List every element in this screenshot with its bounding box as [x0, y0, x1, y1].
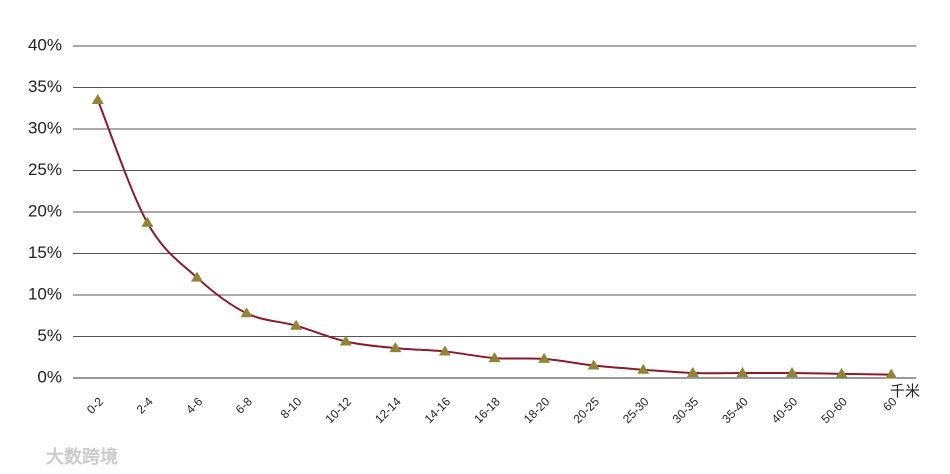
x-tick-label: 35-40: [719, 394, 751, 426]
x-tick-label: 50-60: [818, 394, 850, 426]
y-tick-label: 10%: [28, 284, 62, 303]
line: [96, 99, 892, 376]
x-unit: 千米: [890, 383, 920, 400]
x-tick-label: 10-12: [322, 394, 354, 426]
y-tick-label: 20%: [28, 201, 62, 220]
x-tick-label: 25-30: [620, 394, 652, 426]
marker: [91, 93, 104, 104]
y-tick-label: 40%: [28, 35, 62, 54]
marker: [637, 363, 650, 374]
y-tick-label: 15%: [28, 243, 62, 262]
marker: [538, 352, 551, 363]
x-tick-label: 12-14: [372, 394, 404, 426]
marker: [141, 216, 154, 227]
y-tick-label: 0%: [37, 367, 62, 386]
y-tick-label: 35%: [28, 77, 62, 96]
x-tick-label: 0-2: [84, 394, 106, 416]
x-tick-label: 2-4: [134, 394, 156, 416]
marker: [339, 335, 352, 346]
marker: [686, 367, 699, 378]
marker: [290, 319, 303, 330]
marker: [835, 367, 848, 378]
x-tick-label: 20-25: [570, 394, 602, 426]
x-tick-label: 6-8: [233, 394, 255, 416]
x-tick-label: 14-16: [422, 394, 454, 426]
y-tick-label: 5%: [37, 326, 62, 345]
marker: [736, 367, 749, 378]
y-tick-label: 30%: [28, 118, 62, 137]
x-tick-label: 18-20: [521, 394, 553, 426]
marker: [438, 345, 451, 356]
marker: [488, 352, 501, 363]
marker: [587, 359, 600, 370]
x-tick-label: 4-6: [183, 394, 205, 416]
watermark: 大数跨境: [46, 446, 118, 467]
marker: [190, 271, 203, 282]
y-tick-label: 25%: [28, 160, 62, 179]
marker: [786, 367, 799, 378]
x-tick-label: 30-35: [670, 394, 702, 426]
marker: [240, 307, 253, 318]
marker: [885, 368, 898, 379]
x-tick-label: 8-10: [278, 394, 305, 421]
marker: [389, 342, 402, 353]
x-tick-label: 16-18: [471, 394, 503, 426]
x-tick-label: 40-50: [769, 394, 801, 426]
